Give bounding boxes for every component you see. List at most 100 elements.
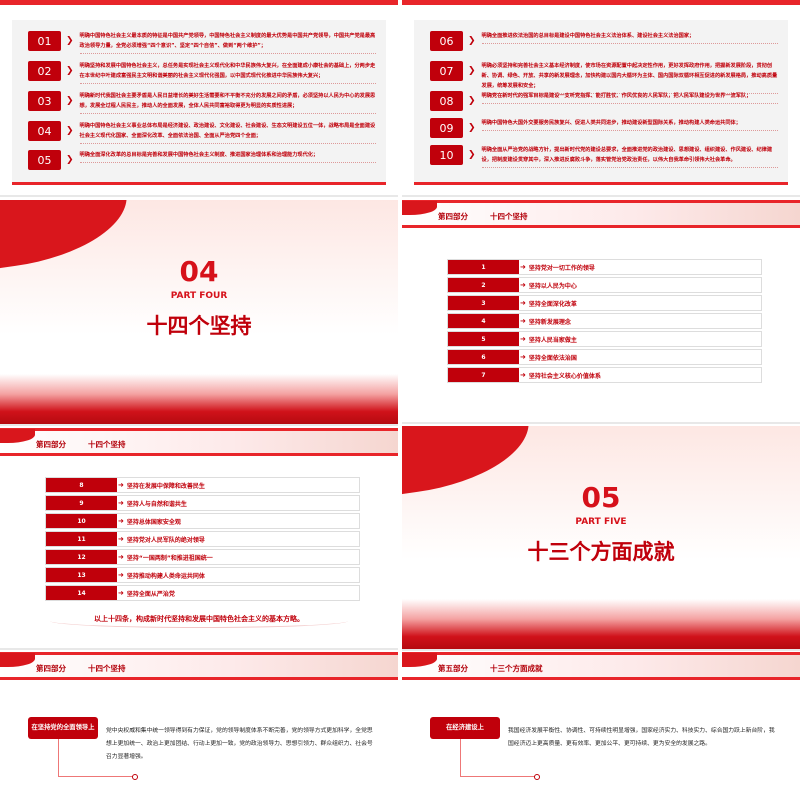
part-title: 十三个方面成就 [527, 540, 675, 564]
list-item: 13 ➜ 坚持推动构建人类命运共同体 [45, 567, 360, 583]
content-panel [414, 20, 788, 183]
slide-list-8-14: 第四部分 十四个坚持 8 ➜ 坚持在发展中保障和改善民生 9 ➜ 坚持人与自然和谐共生 10… [0, 428, 398, 650]
list-item: 9 ➜ 坚持人与自然和谐共生 [45, 495, 360, 511]
section-header: 第四部分 十四个坚持 [0, 652, 398, 680]
detail-text: 党中央权威和集中统一领导得到有力保证，党的领导制度体系不断完善，党的领导方式更加… [106, 728, 373, 760]
arrow-right-icon: ➜ [520, 317, 526, 325]
point-number: 08 [430, 91, 463, 111]
point-text: 明确新时代我国社会主要矛盾是人民日益增长的美好生活需要和不平衡不充分的发展之间的… [79, 91, 376, 114]
item-text: 坚持党对一切工作的领导 [528, 264, 595, 272]
content-panel [12, 20, 386, 183]
part-title: 十四个坚持 [146, 314, 252, 338]
point-row: 01 ❯ 明确中国特色社会主义最本质的特征是中国共产党领导，中国特色社会主义制度的最… [28, 31, 376, 54]
item-text: 坚持人民当家做主 [528, 336, 577, 344]
point-text: 明确全面推进依法治国的总目标是建设中国特色社会主义法治体系、建设社会主义法治国家… [481, 31, 778, 44]
arrow-right-icon: ➜ [520, 371, 526, 379]
item-number: 13 [46, 568, 117, 582]
item-number: 6 [448, 350, 519, 364]
arrow-right-icon: ➜ [520, 281, 526, 289]
chevron-right-icon: ❯ [468, 123, 476, 133]
part-label: PART FOUR [170, 291, 228, 301]
point-row: 04 ❯ 明确中国特色社会主义事业总体布局是经济建设、政治建设、文化建设、社会建设、… [28, 121, 376, 144]
list-item: 11 ➜ 坚持党对人民军队的绝对领导 [45, 531, 360, 547]
list-item: 6 ➜ 坚持全面依法治国 [447, 349, 762, 365]
section-title: 十四个坚持 [490, 212, 528, 221]
point-text: 明确中国特色社会主义事业总体布局是经济建设、政治建设、文化建设、社会建设、生态文… [79, 121, 376, 144]
item-number: 10 [46, 514, 117, 528]
list-item: 10 ➜ 坚持总体国家安全观 [45, 513, 360, 529]
chevron-right-icon: ❯ [66, 66, 74, 76]
item-number: 12 [46, 550, 117, 564]
chevron-right-icon: ❯ [468, 150, 476, 160]
list-item: 1 ➜ 坚持党对一切工作的领导 [447, 259, 762, 275]
point-text: 明确必须坚持和完善社会主义基本经济制度，使市场在资源配置中起决定性作用，更好发挥… [481, 61, 778, 94]
slide-detail-party-leadership: 第四部分 十四个坚持 在坚持党的全面领导上 党中央权威和集中统一领导得到有力保证… [0, 652, 398, 800]
point-row: 07 ❯ 明确必须坚持和完善社会主义基本经济制度，使市场在资源配置中起决定性作用，更… [430, 61, 778, 94]
chevron-right-icon: ❯ [66, 36, 74, 46]
connector-dot [534, 774, 540, 780]
item-text: 坚持全面从严治党 [126, 590, 175, 598]
list-item: 5 ➜ 坚持人民当家做主 [447, 331, 762, 347]
chevron-right-icon: ❯ [66, 155, 74, 165]
point-number: 01 [28, 31, 61, 51]
point-number: 05 [28, 150, 61, 170]
part-number: 04 [179, 255, 219, 288]
slide-points-6-10: 06 ❯ 明确全面推进依法治国的总目标是建设中国特色社会主义法治体系、建设社会主义法… [402, 0, 800, 197]
item-text: 坚持全面深化改革 [528, 300, 577, 308]
point-text: 明确党在新时代的强军目标是建设一支听党指挥、能打胜仗、作风优良的人民军队，把人民… [481, 91, 778, 104]
connector-line [58, 739, 135, 777]
point-row: 10 ❯ 明确全面从严治党的战略方针，提出新时代党的建设总要求，全面推进党的政治建设… [430, 145, 778, 168]
list-item: 8 ➜ 坚持在发展中保障和改善民生 [45, 477, 360, 493]
item-number: 3 [448, 296, 519, 310]
arrow-right-icon: ➜ [118, 571, 124, 579]
item-text: 坚持社会主义核心价值体系 [528, 372, 601, 380]
section-title: 十四个坚持 [88, 664, 126, 673]
arrow-right-icon: ➜ [520, 335, 526, 343]
point-row: 06 ❯ 明确全面推进依法治国的总目标是建设中国特色社会主义法治体系、建设社会主义法… [430, 31, 778, 51]
item-text: 坚持全面依法治国 [528, 354, 577, 362]
point-text: 明确坚持和发展中国特色社会主义，总任务是实现社会主义现代化和中华民族伟大复兴，在… [79, 61, 376, 84]
section-label: 第四部分 [438, 212, 468, 221]
item-number: 4 [448, 314, 519, 328]
item-text: 坚持推动构建人类命运共同体 [126, 572, 205, 580]
chevron-right-icon: ❯ [66, 96, 74, 106]
point-number: 03 [28, 91, 61, 111]
item-number: 1 [448, 260, 519, 274]
item-text: 坚持人与自然和谐共生 [126, 500, 187, 508]
part-label: PART FIVE [575, 517, 627, 527]
section-title: 十四个坚持 [88, 440, 126, 449]
cover-part-four: 04 PART FOUR 十四个坚持 [0, 200, 398, 426]
city-skyline-decoration [0, 374, 398, 424]
point-text: 明确中国特色大国外交要服务民族复兴、促进人类共同进步，推动建设新型国际关系，推动… [481, 118, 778, 131]
point-row: 02 ❯ 明确坚持和发展中国特色社会主义，总任务是实现社会主义现代化和中华民族伟大复… [28, 61, 376, 84]
bottom-rule [414, 182, 788, 185]
arrow-right-icon: ➜ [520, 353, 526, 361]
top-rule [402, 0, 800, 5]
list-item: 3 ➜ 坚持全面深化改革 [447, 295, 762, 311]
item-number: 11 [46, 532, 117, 546]
arrow-right-icon: ➜ [118, 553, 124, 561]
item-number: 9 [46, 496, 117, 510]
bottom-rule [12, 182, 386, 185]
point-text: 明确中国特色社会主义最本质的特征是中国共产党领导，中国特色社会主义制度的最大优势… [79, 31, 376, 54]
chevron-right-icon: ❯ [468, 66, 476, 76]
point-row: 05 ❯ 明确全面深化改革的总目标是完善和发展中国特色社会主义制度、推进国家治理体系… [28, 150, 376, 170]
list-item: 4 ➜ 坚持新发展理念 [447, 313, 762, 329]
point-number: 07 [430, 61, 463, 81]
part-number: 05 [581, 481, 621, 514]
item-number: 2 [448, 278, 519, 292]
item-text: 坚持党对人民军队的绝对领导 [126, 536, 205, 544]
item-text: 坚持总体国家安全观 [126, 518, 181, 526]
item-number: 5 [448, 332, 519, 346]
top-rule [0, 0, 398, 5]
connector-dot [132, 774, 138, 780]
section-label: 第五部分 [438, 664, 468, 673]
point-number: 06 [430, 31, 463, 51]
arrow-right-icon: ➜ [118, 499, 124, 507]
slide-detail-economy: 第五部分 十三个方面成就 在经济建设上 我国经济发展平衡性、协调性、可持续性明显… [402, 652, 800, 800]
section-header: 第四部分 十四个坚持 [0, 428, 398, 456]
point-number: 02 [28, 61, 61, 81]
item-number: 14 [46, 586, 117, 600]
section-header: 第四部分 十四个坚持 [402, 200, 800, 228]
summary-text: 以上十四条，构成新时代坚持和发展中国特色社会主义的基本方略。 [50, 614, 348, 628]
